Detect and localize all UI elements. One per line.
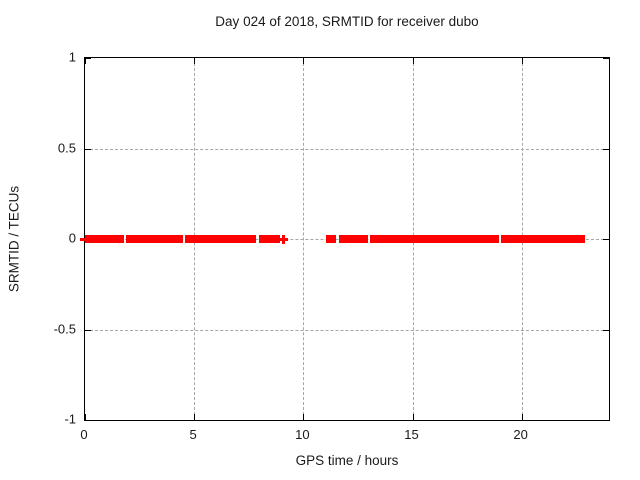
y-tick-label: 0.5	[57, 140, 76, 155]
chart-title: Day 024 of 2018, SRMTID for receiver dub…	[215, 14, 479, 29]
y-tick-mark-left	[85, 420, 91, 421]
x-tick-mark-top	[412, 58, 414, 64]
y-tick-mark-right	[603, 420, 609, 421]
data-point-plus	[281, 234, 285, 244]
x-axis-label: GPS time / hours	[295, 453, 399, 468]
x-tick-mark-top	[303, 58, 305, 64]
x-tick-label: 10	[295, 427, 310, 442]
y-tick-mark-right	[603, 329, 609, 331]
edge-marker-arm	[80, 237, 89, 241]
gridline-horizontal	[85, 329, 609, 331]
data-segment	[501, 235, 586, 243]
data-segment	[185, 235, 256, 243]
data-segment	[126, 235, 183, 243]
x-tick-mark-bottom	[85, 414, 86, 420]
x-tick-mark-bottom	[194, 414, 196, 420]
data-segment	[325, 235, 337, 243]
y-tick-mark-right	[603, 148, 609, 150]
x-tick-mark-bottom	[412, 414, 414, 420]
x-tick-label: 0	[80, 427, 88, 442]
y-tick-mark-left	[85, 58, 91, 59]
y-tick-mark-left	[85, 329, 91, 331]
x-tick-mark-bottom	[303, 414, 305, 420]
data-segment	[338, 235, 368, 243]
x-tick-mark-top	[521, 58, 523, 64]
y-tick-label: -0.5	[53, 321, 76, 336]
x-tick-label: 15	[404, 427, 419, 442]
y-tick-label: 0	[68, 230, 76, 246]
y-tick-mark-right	[603, 58, 609, 59]
x-tick-label: 5	[189, 427, 197, 442]
data-segment	[369, 235, 500, 243]
x-tick-mark-top	[194, 58, 196, 64]
x-tick-label: 20	[513, 427, 528, 442]
y-axis-label: SRMTID / TECUs	[6, 185, 22, 293]
x-tick-mark-bottom	[521, 414, 523, 420]
x-tick-mark-top	[85, 58, 86, 64]
y-tick-label: 1	[68, 49, 76, 65]
y-tick-mark-left	[85, 148, 91, 150]
data-segment	[85, 235, 124, 243]
plot-area	[80, 57, 610, 421]
gridline-horizontal	[85, 148, 609, 150]
y-tick-mark-right	[603, 239, 609, 240]
y-tick-label: -1	[64, 411, 76, 427]
data-segment	[259, 235, 281, 243]
